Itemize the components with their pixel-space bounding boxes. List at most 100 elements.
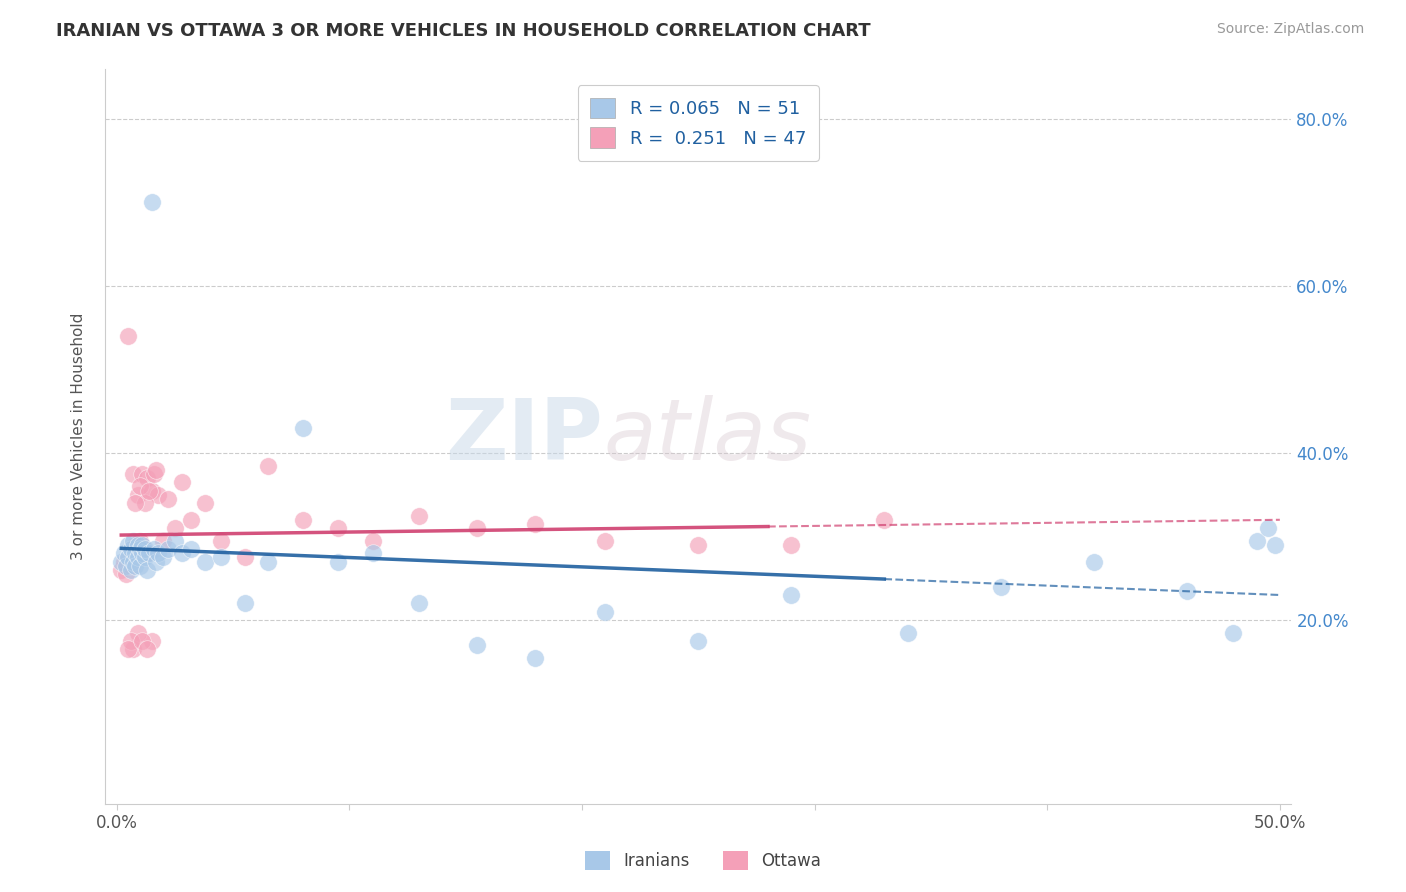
Point (115, 567, 138, 582)
Point (124, 558, 146, 573)
Point (361, 546, 384, 560)
Point (127, 625, 149, 640)
Point (233, 596, 256, 610)
Point (1257, 521, 1279, 535)
Point (110, 555, 132, 569)
Point (326, 555, 349, 569)
Point (134, 550, 156, 565)
Point (291, 513, 314, 527)
Point (135, 471, 157, 485)
Point (408, 596, 430, 610)
Point (128, 479, 150, 493)
Point (117, 329, 139, 343)
Point (361, 533, 384, 548)
Point (326, 521, 349, 535)
Point (138, 546, 160, 560)
Point (990, 580, 1012, 594)
Point (593, 605, 616, 619)
Point (141, 195, 163, 210)
Point (688, 538, 710, 552)
Point (141, 483, 163, 498)
Point (135, 642, 157, 657)
Point (194, 555, 217, 569)
Point (163, 533, 186, 548)
Point (465, 638, 488, 652)
Point (117, 642, 139, 657)
Point (897, 625, 920, 640)
Point (170, 475, 193, 490)
Point (117, 538, 139, 552)
Point (131, 634, 153, 648)
Point (120, 542, 142, 557)
Point (524, 516, 547, 531)
Point (233, 550, 256, 565)
Point (148, 546, 170, 560)
Point (180, 542, 202, 557)
Point (128, 558, 150, 573)
Point (873, 513, 896, 527)
Point (117, 550, 139, 565)
Point (112, 546, 135, 560)
Point (256, 555, 278, 569)
Point (138, 483, 160, 498)
Point (1246, 533, 1268, 548)
Point (110, 563, 132, 577)
Point (148, 488, 170, 502)
Point (127, 550, 149, 565)
Point (145, 555, 167, 569)
Point (209, 533, 232, 548)
Point (256, 458, 278, 473)
Point (135, 563, 157, 577)
Point (128, 533, 150, 548)
Point (131, 546, 153, 560)
Point (152, 550, 174, 565)
Point (112, 555, 135, 569)
Legend: Iranians, Ottawa: Iranians, Ottawa (578, 844, 828, 877)
Point (124, 538, 146, 552)
Point (152, 533, 174, 548)
Point (142, 542, 165, 557)
Point (780, 538, 803, 552)
Point (122, 467, 145, 481)
Point (524, 650, 547, 665)
Point (131, 538, 153, 552)
Text: Source: ZipAtlas.com: Source: ZipAtlas.com (1216, 22, 1364, 37)
Point (170, 546, 193, 560)
Text: atlas: atlas (603, 395, 811, 478)
Point (128, 542, 150, 557)
Point (120, 634, 142, 648)
Text: ZIP: ZIP (446, 395, 603, 478)
Point (1222, 625, 1244, 640)
Point (780, 588, 803, 602)
Point (1175, 583, 1198, 598)
Y-axis label: 3 or more Vehicles in Household: 3 or more Vehicles in Household (72, 312, 86, 560)
Point (156, 542, 179, 557)
Point (122, 533, 145, 548)
Point (1083, 555, 1105, 569)
Point (134, 496, 156, 510)
Legend: R = 0.065   N = 51, R =  0.251   N = 47: R = 0.065 N = 51, R = 0.251 N = 47 (578, 85, 818, 161)
Point (194, 496, 217, 510)
Point (122, 555, 145, 569)
Point (156, 491, 179, 506)
Point (122, 642, 145, 657)
Point (134, 542, 156, 557)
Point (593, 533, 616, 548)
Point (138, 546, 160, 560)
Point (141, 634, 163, 648)
Point (115, 558, 138, 573)
Point (134, 542, 156, 557)
Text: IRANIAN VS OTTAWA 3 OR MORE VEHICLES IN HOUSEHOLD CORRELATION CHART: IRANIAN VS OTTAWA 3 OR MORE VEHICLES IN … (56, 22, 870, 40)
Point (145, 463, 167, 477)
Point (291, 421, 314, 435)
Point (688, 634, 710, 648)
Point (127, 488, 149, 502)
Point (120, 558, 142, 573)
Point (1264, 538, 1286, 552)
Point (142, 467, 165, 481)
Point (124, 546, 146, 560)
Point (120, 563, 142, 577)
Point (209, 550, 232, 565)
Point (465, 521, 488, 535)
Point (180, 513, 202, 527)
